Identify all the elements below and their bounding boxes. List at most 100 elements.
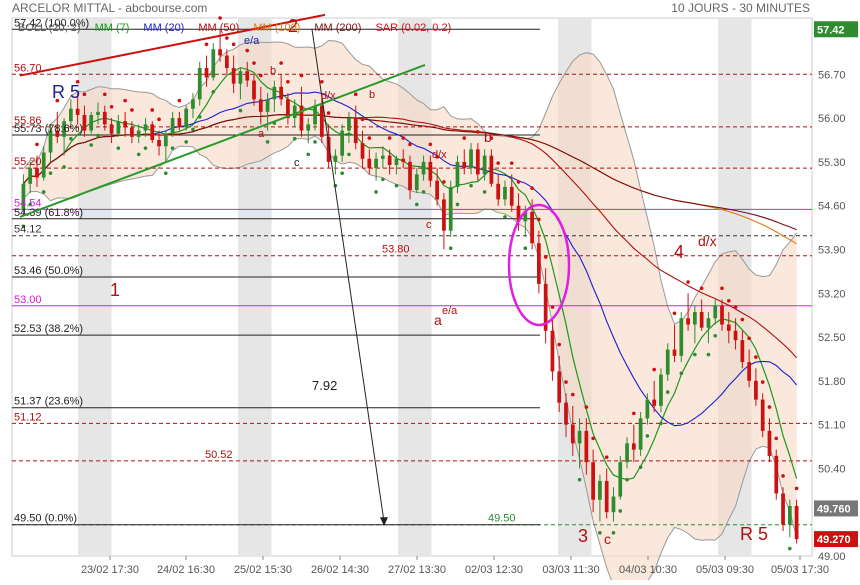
sar-dot [625, 477, 629, 482]
chart-annotation: c [426, 219, 432, 231]
candle-body [225, 55, 229, 69]
sar-dot [442, 180, 446, 184]
chart-annotation: b [484, 129, 492, 145]
sar-dot [469, 183, 473, 188]
fib-label: 57.42 (100.0%) [14, 17, 89, 29]
x-tick-label: 26/02 14:30 [311, 564, 369, 576]
sar-dot [136, 152, 141, 157]
candle-body [435, 180, 439, 200]
candle-body [116, 121, 121, 134]
sar-dot [28, 202, 32, 207]
candle-body [720, 305, 724, 325]
candle-body [408, 161, 412, 191]
y-tick-label: 52.50 [818, 332, 846, 344]
candle-body [570, 424, 575, 444]
candle-body [469, 149, 473, 169]
candle-body [75, 108, 80, 115]
sar-dot [394, 183, 399, 188]
sar-dot [435, 155, 439, 159]
sar-dot [191, 127, 195, 132]
candle-body [299, 105, 304, 131]
candle-body [726, 324, 731, 331]
chart-annotation: 7.92 [312, 378, 337, 393]
candle-body [252, 80, 256, 100]
sar-dot [204, 42, 209, 47]
candle-body [550, 330, 555, 372]
sar-dot [157, 117, 161, 122]
sar-dot [747, 336, 751, 341]
candle-body [564, 402, 568, 425]
sar-dot [645, 434, 650, 438]
chart-annotation: 2 [288, 16, 298, 36]
sar-dot [109, 105, 114, 109]
sar-dot [326, 111, 331, 115]
candle-body [333, 155, 338, 162]
candle-body [306, 124, 311, 131]
level-label: 54.12 [14, 224, 42, 236]
candle-body [69, 108, 73, 122]
sar-dot [130, 108, 134, 112]
chart-annotation: b [369, 89, 375, 101]
candle-body [414, 174, 419, 191]
candle-body [475, 149, 480, 175]
sar-dot [279, 61, 283, 65]
candle-body [163, 133, 168, 147]
candle-body [611, 496, 616, 513]
candle-body [598, 480, 602, 500]
sar-dot [69, 136, 73, 141]
y-tick-label: 55.30 [818, 157, 846, 169]
candle-body [157, 139, 161, 147]
legend-item: MM (200) [314, 22, 362, 34]
sar-dot [75, 80, 80, 84]
sar-dot [496, 161, 500, 165]
candle-body [150, 124, 155, 140]
sar-dot [286, 80, 290, 84]
y-tick-label: 56.00 [818, 113, 846, 125]
candle-body [286, 99, 290, 119]
candle-body [774, 455, 779, 494]
x-tick-label: 03/03 11:30 [542, 564, 599, 576]
y-tick-label: 53.20 [818, 288, 846, 300]
chart-annotation: d/x [698, 233, 717, 249]
indicator-legend: BOLL (20, 2) MM (7) MM (20) MM (50) MM (100)… [18, 22, 465, 34]
candle-body [279, 86, 283, 100]
sar-dot [96, 133, 100, 138]
sar-dot [313, 140, 317, 144]
candle-body [130, 127, 134, 137]
sar-dot [238, 108, 243, 113]
sar-dot [218, 16, 222, 20]
arrow-head [380, 517, 388, 526]
sar-dot [462, 136, 467, 140]
candle-body [367, 158, 372, 169]
candle-body [218, 49, 222, 56]
sar-dot [82, 92, 87, 97]
chart-annotation: c [294, 157, 300, 169]
projection-arrow [311, 29, 385, 522]
candle-body [652, 399, 657, 406]
candle-body [136, 130, 141, 137]
candle-body [557, 371, 562, 403]
candle-body [272, 86, 277, 100]
candle-body [319, 105, 324, 137]
sar-dot [421, 190, 426, 194]
chart-annotation: 1 [110, 280, 120, 300]
candle-body [394, 158, 399, 166]
chart-annotation: d/x [432, 149, 447, 161]
candle-body [591, 462, 595, 500]
sar-dot [754, 355, 758, 359]
candle-body [347, 118, 351, 131]
sar-dot [679, 371, 684, 376]
chart-title: ARCELOR MITTAL - abcbourse.com [12, 1, 208, 15]
candle-body [170, 118, 175, 134]
sar-dot [245, 48, 250, 53]
sar-dot [292, 136, 297, 141]
candle-body [638, 418, 643, 450]
x-tick-label: 27/02 13:30 [388, 564, 446, 576]
sar-dot [231, 42, 236, 47]
candle-body [204, 68, 209, 78]
candle-body [401, 158, 406, 162]
candle-body [258, 99, 263, 112]
candle-body [231, 68, 236, 84]
sar-dot [570, 392, 575, 397]
